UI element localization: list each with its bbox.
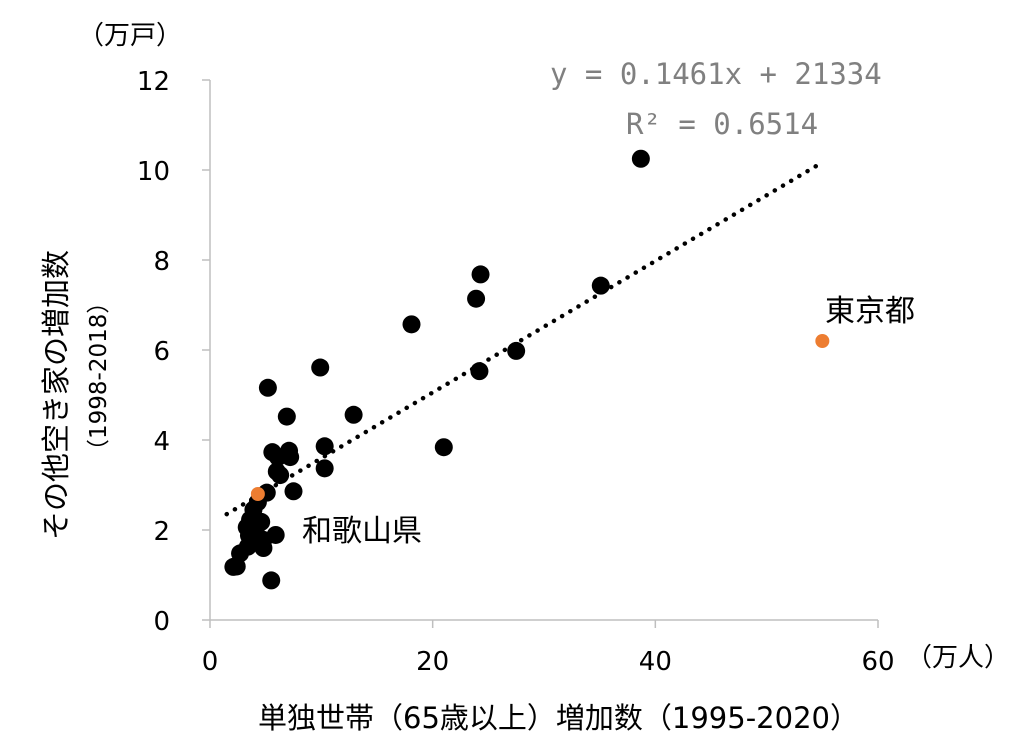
annotation-wakayama: 和歌山県 xyxy=(302,514,422,549)
y-axis-sublabel: （1998-2018） xyxy=(86,291,112,462)
r-squared-label: R² = 0.6514 xyxy=(626,107,818,141)
x-unit-label: （万人） xyxy=(906,643,1010,673)
axes xyxy=(202,79,879,628)
y-unit-label: （万戸） xyxy=(78,21,182,51)
y-tick-label: 0 xyxy=(153,607,170,637)
data-point xyxy=(315,437,334,456)
data-point xyxy=(402,315,421,334)
data-point xyxy=(467,289,486,308)
y-tick-labels: 0 2 4 6 8 10 12 xyxy=(137,67,170,637)
highlight-point-tokyo xyxy=(815,334,830,348)
data-point xyxy=(591,276,610,295)
data-point xyxy=(344,405,363,424)
data-point xyxy=(471,265,490,284)
y-tick-label: 2 xyxy=(153,517,170,547)
trendline-equation: y = 0.1461x + 21334 xyxy=(550,57,882,91)
data-point xyxy=(224,557,243,576)
y-tick-label: 10 xyxy=(137,157,170,187)
data-point xyxy=(268,448,287,467)
y-tick-label: 4 xyxy=(153,427,170,457)
data-point xyxy=(262,571,281,590)
data-point xyxy=(258,378,277,397)
x-axis-label: 単独世帯（65歳以上）増加数（1995-2020） xyxy=(258,701,859,735)
y-tick-label: 8 xyxy=(153,247,170,277)
x-tick-labels: 0 20 40 60 xyxy=(202,647,895,677)
data-point xyxy=(311,358,330,377)
data-point xyxy=(284,482,303,501)
y-tick-label: 12 xyxy=(137,67,170,97)
data-point xyxy=(631,149,650,168)
data-point xyxy=(315,459,334,478)
data-point xyxy=(254,539,273,557)
x-tick-label: 40 xyxy=(639,647,672,677)
data-point xyxy=(277,407,296,426)
data-point xyxy=(470,362,489,381)
annotation-tokyo: 東京都 xyxy=(825,294,915,329)
y-tick-label: 6 xyxy=(153,337,170,367)
trendline xyxy=(224,160,825,517)
data-point xyxy=(507,341,526,360)
highlight-point-wakayama xyxy=(250,487,265,501)
y-axis-label: その他空き家の増加数 xyxy=(39,250,73,540)
data-point xyxy=(267,462,286,481)
data-points xyxy=(224,149,830,590)
data-point xyxy=(434,438,453,457)
x-tick-label: 20 xyxy=(416,647,449,677)
x-tick-label: 60 xyxy=(861,647,894,677)
x-tick-label: 0 xyxy=(202,647,219,677)
